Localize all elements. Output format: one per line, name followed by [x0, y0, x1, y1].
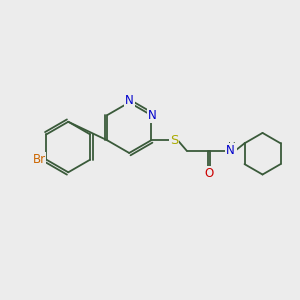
Text: O: O [204, 167, 214, 180]
Text: S: S [170, 134, 178, 147]
Text: N: N [148, 109, 157, 122]
Text: Br: Br [32, 153, 46, 166]
Text: H: H [228, 142, 236, 152]
Text: N: N [125, 94, 134, 107]
Text: N: N [226, 144, 234, 157]
